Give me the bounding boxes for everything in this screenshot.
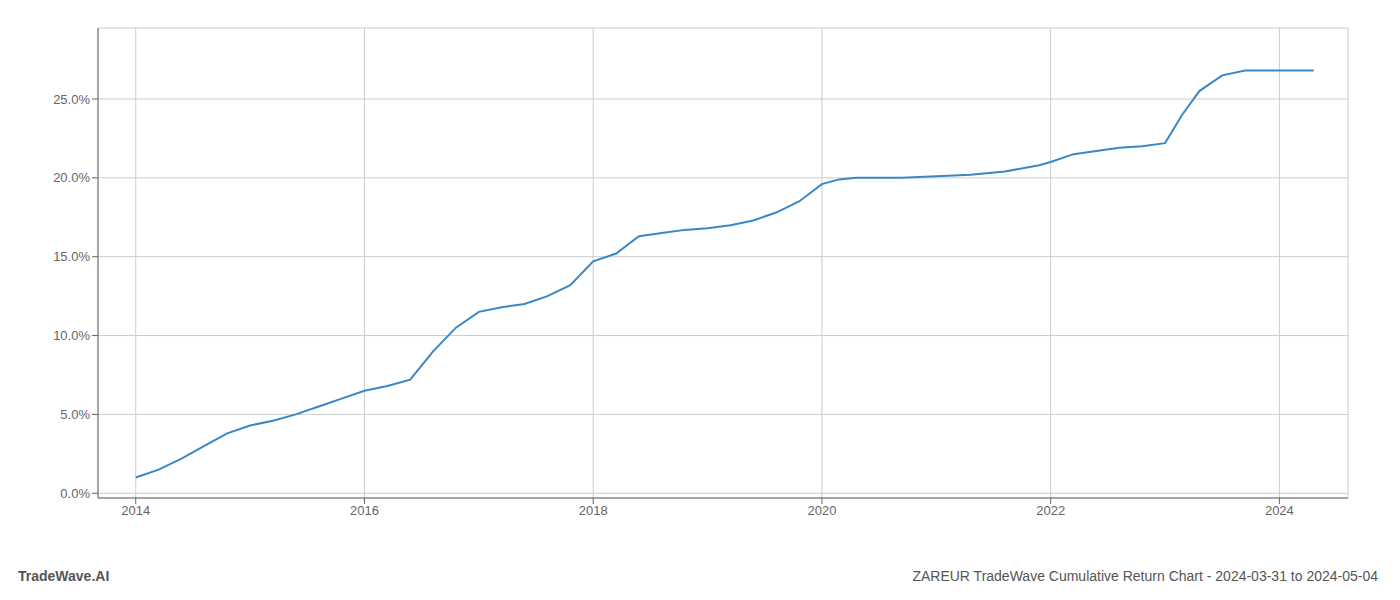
svg-text:2022: 2022 bbox=[1036, 503, 1065, 518]
svg-text:20.0%: 20.0% bbox=[53, 170, 90, 185]
html-text:ZAREUR TradeWave Cumulative Re: ZAREUR TradeWave Cumulative Return Chart… bbox=[912, 568, 1378, 584]
html-text:TradeWave.AI: TradeWave.AI bbox=[18, 568, 110, 584]
svg-text:25.0%: 25.0% bbox=[53, 92, 90, 107]
svg-text:2014: 2014 bbox=[121, 503, 150, 518]
svg-text:2018: 2018 bbox=[579, 503, 608, 518]
svg-text:2016: 2016 bbox=[350, 503, 379, 518]
svg-text:10.0%: 10.0% bbox=[53, 328, 90, 343]
svg-text:0.0%: 0.0% bbox=[60, 486, 90, 501]
svg-text:2024: 2024 bbox=[1265, 503, 1294, 518]
svg-text:2020: 2020 bbox=[807, 503, 836, 518]
svg-text:5.0%: 5.0% bbox=[60, 407, 90, 422]
svg-text:15.0%: 15.0% bbox=[53, 249, 90, 264]
